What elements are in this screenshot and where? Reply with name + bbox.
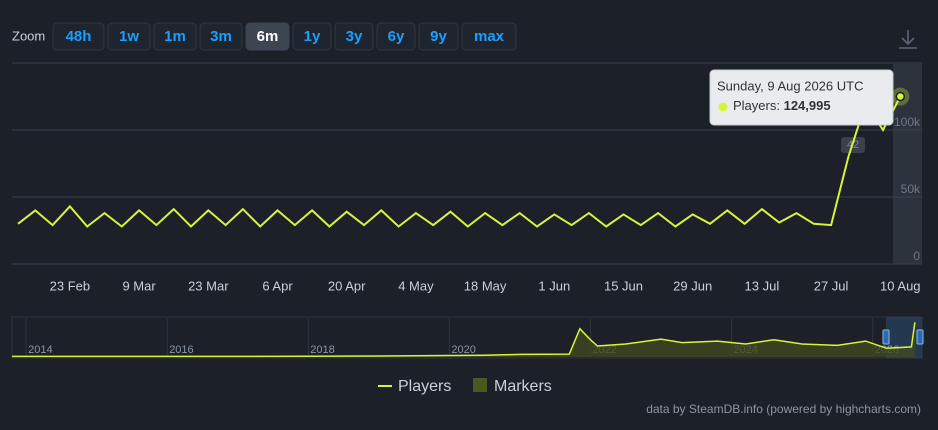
navigator-tick-label: 2018 — [310, 344, 334, 356]
zoom-button[interactable] — [334, 22, 374, 51]
x-tick-label: 9 Mar — [122, 278, 156, 293]
download-icon[interactable] — [899, 30, 917, 49]
x-tick-label: 10 Aug — [880, 278, 921, 293]
tooltip-label: Players: 124,995 — [733, 98, 831, 113]
zoom-button-label[interactable]: 1w — [119, 28, 139, 45]
zoom-button[interactable] — [52, 22, 105, 51]
x-tick-label: 27 Jul — [814, 278, 849, 293]
zoom-button[interactable] — [461, 22, 517, 51]
zoom-button-label[interactable]: max — [474, 28, 505, 45]
navigator-tick-label: 2020 — [451, 344, 475, 356]
tooltip-swatch — [718, 102, 728, 112]
hover-point — [895, 91, 906, 102]
tooltip-title: Sunday, 9 Aug 2026 UTC — [717, 78, 863, 93]
x-tick-label: 18 May — [464, 278, 507, 293]
x-tick-label: 23 Mar — [188, 278, 229, 293]
zoom-button-label[interactable]: 3m — [210, 28, 232, 45]
x-tick-label: 13 Jul — [745, 278, 780, 293]
series-line — [17, 96, 902, 228]
y-tick-label: 100k — [894, 115, 921, 129]
credit: data by SteamDB.info (powered by highcha… — [646, 402, 921, 416]
zoom-button[interactable] — [292, 22, 332, 51]
zoom-button-label[interactable]: 1m — [164, 28, 186, 45]
tooltip-value: 124,995 — [784, 98, 831, 113]
zoom-button[interactable] — [199, 22, 243, 51]
navigator-area — [12, 322, 915, 357]
legend-label[interactable]: Players — [398, 378, 451, 395]
y-tick-label: 50k — [901, 182, 921, 196]
zoom-button[interactable] — [153, 22, 197, 51]
x-tick-label: 20 Apr — [328, 278, 366, 293]
y-tick-label: 0 — [913, 249, 920, 263]
tooltip-box — [709, 69, 894, 126]
navigator-handle[interactable] — [882, 329, 890, 345]
legend-swatch — [473, 378, 487, 392]
tooltip-label-text: Players: — [733, 98, 780, 113]
x-tick-label: 4 May — [398, 278, 434, 293]
x-tick-label: 23 Feb — [50, 278, 90, 293]
zoom-button[interactable] — [107, 22, 151, 51]
x-tick-label: 1 Jun — [538, 278, 570, 293]
legend-label[interactable]: Markers — [494, 378, 552, 395]
navigator-tick-label: 2014 — [28, 344, 52, 356]
zoom-button-label[interactable]: 3y — [346, 28, 363, 45]
zoom-button[interactable] — [245, 22, 290, 51]
x-tick-label: 15 Jun — [604, 278, 643, 293]
zoom-button-label[interactable]: 1y — [304, 28, 321, 45]
x-tick-label: 29 Jun — [673, 278, 712, 293]
zoom-button-label[interactable]: 9y — [430, 28, 447, 45]
zoom-button[interactable] — [418, 22, 459, 51]
navigator-tick-label: 2016 — [169, 344, 193, 356]
zoom-button[interactable] — [376, 22, 416, 51]
zoom-label: Zoom — [12, 28, 45, 43]
zoom-button-label[interactable]: 48h — [66, 28, 92, 45]
zoom-button-label[interactable]: 6m — [257, 28, 279, 45]
navigator-line — [12, 322, 916, 358]
x-tick-label: 6 Apr — [262, 278, 293, 293]
zoom-button-label[interactable]: 6y — [388, 28, 405, 45]
navigator-handle[interactable] — [916, 329, 924, 345]
